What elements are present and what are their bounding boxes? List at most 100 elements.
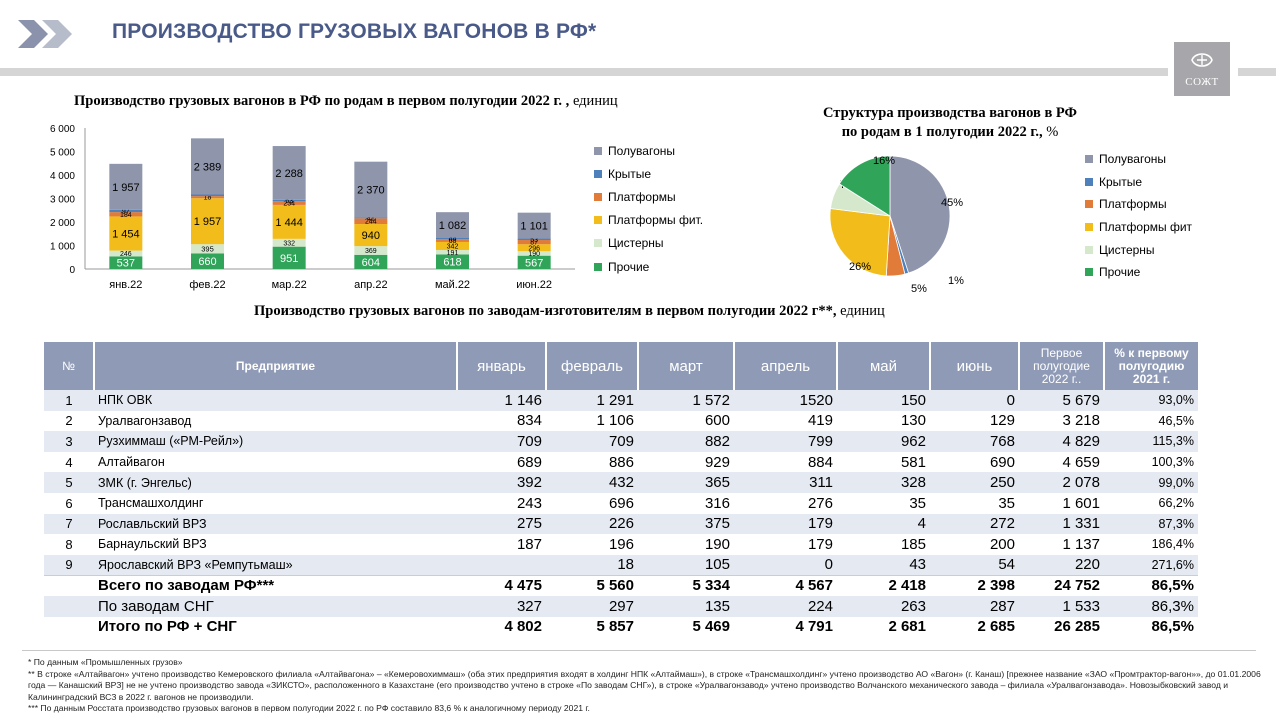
cell-apr: 179 bbox=[734, 534, 837, 555]
bar-segment bbox=[272, 199, 306, 202]
x-tick-label: апр.22 bbox=[354, 279, 387, 291]
chevron-arrows-icon bbox=[18, 20, 72, 48]
y-tick-label: 6 000 bbox=[50, 124, 75, 135]
table-row: Всего по заводам РФ*** 4 475 5 560 5 334 4 5… bbox=[44, 575, 1198, 596]
legend-label: Крытые bbox=[1099, 174, 1143, 189]
legend-swatch bbox=[594, 262, 602, 271]
bar-segment bbox=[436, 239, 469, 242]
legend-label: Прочие bbox=[1099, 265, 1141, 280]
company-name: Барнаульский ВРЗ bbox=[94, 534, 457, 555]
bar-data-label: 618 bbox=[443, 257, 461, 269]
cell-mar: 1 572 bbox=[638, 390, 734, 411]
cell-jun: 250 bbox=[930, 472, 1019, 493]
table-row: 6 Трансмашхолдинг 243 696 316 276 35 35 1 601 66,… bbox=[44, 492, 1198, 514]
bar-data-label: 951 bbox=[280, 253, 298, 265]
legend-label: Прочие bbox=[608, 259, 650, 274]
cell-jan: 1 146 bbox=[457, 390, 546, 411]
legend-swatch bbox=[1085, 200, 1093, 209]
legend-item: Платформы bbox=[1085, 193, 1192, 216]
bar-data-label: 2 370 bbox=[357, 184, 385, 196]
cell-pct: 100,3% bbox=[1104, 451, 1198, 473]
bar-segment bbox=[354, 246, 388, 255]
row-number: 1 bbox=[44, 390, 94, 411]
cell-jan: 327 bbox=[457, 595, 546, 617]
x-tick-label: янв.22 bbox=[109, 279, 142, 291]
cell-feb: 5 857 bbox=[546, 616, 638, 638]
footnote-3: *** По данным Росстата производство груз… bbox=[28, 703, 590, 713]
table-row: 2 Уралвагонзавод 834 1 106 600 419 130 129 3 218… bbox=[44, 410, 1198, 432]
bar-data-label: 537 bbox=[117, 258, 135, 270]
cell-may: 4 bbox=[837, 513, 930, 535]
cell-apr: 4 791 bbox=[734, 616, 837, 638]
bar-data-label: 63 bbox=[285, 198, 293, 205]
cell-pct: 99,0% bbox=[1104, 472, 1198, 493]
cell-may: 581 bbox=[837, 451, 930, 473]
bar-segment bbox=[436, 249, 469, 255]
legend-label: Платформы bbox=[1099, 197, 1167, 212]
table-header-row: № Предприятие январь февраль март апрель… bbox=[44, 342, 1198, 390]
cell-feb: 432 bbox=[546, 472, 638, 493]
bar-data-label: 44 bbox=[449, 236, 457, 243]
cell-jan: 709 bbox=[457, 431, 546, 452]
cell-h1: 220 bbox=[1019, 554, 1104, 576]
x-tick-label: фев.22 bbox=[189, 279, 225, 291]
bar-data-label: 53 bbox=[530, 237, 538, 244]
pie-data-label: 1% bbox=[948, 275, 964, 287]
table-row: По заводам СНГ 327 297 135 224 263 287 1 533 86,… bbox=[44, 595, 1198, 617]
bar-data-label: 1 454 bbox=[112, 228, 140, 240]
factories-table: № Предприятие январь февраль март апрель… bbox=[44, 342, 1198, 638]
legend-label: Полувагоны bbox=[1099, 152, 1166, 167]
cell-h1: 24 752 bbox=[1019, 575, 1104, 596]
cell-h1: 2 078 bbox=[1019, 472, 1104, 493]
legend-swatch bbox=[594, 239, 602, 248]
bar-segment bbox=[517, 244, 551, 252]
pie-chart: 45%1%5%26%7%16% bbox=[829, 155, 964, 295]
bar-data-label: 87 bbox=[530, 240, 538, 247]
cell-may: 35 bbox=[837, 492, 930, 514]
company-name: Алтайвагон bbox=[94, 451, 457, 473]
cell-pct: 186,4% bbox=[1104, 534, 1198, 555]
header-jan: январь bbox=[456, 342, 546, 390]
company-name: ЗМК (г. Энгельс) bbox=[94, 472, 457, 493]
table-row: 9 Ярославский ВРЗ «Ремпутьмаш» 18 105 0 43 54 2… bbox=[44, 554, 1198, 576]
x-tick-label: мар.22 bbox=[272, 279, 307, 291]
table-title: Производство грузовых вагонов по заводам… bbox=[254, 303, 885, 320]
bar-data-label: 68 bbox=[449, 238, 457, 245]
bar-data-label: 342 bbox=[447, 243, 459, 250]
cell-jun: 129 bbox=[930, 410, 1019, 432]
bar-data-label: 97 bbox=[122, 208, 130, 215]
bar-data-label: 184 bbox=[120, 212, 132, 219]
header-h1-2022: Первое полугодие 2022 г.. bbox=[1018, 342, 1104, 390]
bar-segment bbox=[436, 254, 469, 269]
cell-mar: 375 bbox=[638, 513, 734, 535]
cell-mar: 882 bbox=[638, 431, 734, 452]
cell-jun: 54 bbox=[930, 554, 1019, 576]
bar-data-label: 1 957 bbox=[112, 182, 140, 194]
legend-label: Цистерны bbox=[1099, 242, 1155, 257]
pie-data-label: 26% bbox=[849, 261, 871, 273]
pie-chart-legend: Полувагоны Крытые Платформы Платформы фит Ци… bbox=[1085, 148, 1192, 284]
cell-may: 150 bbox=[837, 390, 930, 411]
cell-h1: 1 533 bbox=[1019, 595, 1104, 617]
cell-mar: 135 bbox=[638, 595, 734, 617]
cell-pct: 271,6% bbox=[1104, 554, 1198, 576]
pie-chart-title-line1: Структура производства вагонов в РФ bbox=[823, 105, 1077, 121]
table-row: 1 НПК ОВК 1 146 1 291 1 572 1520 150 0 5 679 93,0… bbox=[44, 390, 1198, 411]
legend-swatch bbox=[1085, 268, 1093, 277]
cell-jan: 689 bbox=[457, 451, 546, 473]
pie-chart-title-unit: % bbox=[1042, 124, 1059, 140]
bar-data-label: 1 444 bbox=[275, 217, 303, 229]
cell-pct: 46,5% bbox=[1104, 410, 1198, 432]
cell-mar: 929 bbox=[638, 451, 734, 473]
footnote-2: ** В строке «Алтайвагон» учтено производ… bbox=[28, 668, 1261, 702]
bar-data-label: 1 082 bbox=[439, 220, 467, 232]
cell-jun: 2 685 bbox=[930, 616, 1019, 638]
cell-feb: 1 106 bbox=[546, 410, 638, 432]
legend-label: Цистерны bbox=[608, 236, 664, 251]
cell-pct: 86,5% bbox=[1104, 575, 1198, 596]
cell-apr: 1520 bbox=[734, 390, 837, 411]
pie-slice bbox=[829, 208, 891, 277]
cell-h1: 1 137 bbox=[1019, 534, 1104, 555]
y-tick-label: 3 000 bbox=[50, 195, 75, 206]
legend-item: Крытые bbox=[1085, 171, 1192, 194]
